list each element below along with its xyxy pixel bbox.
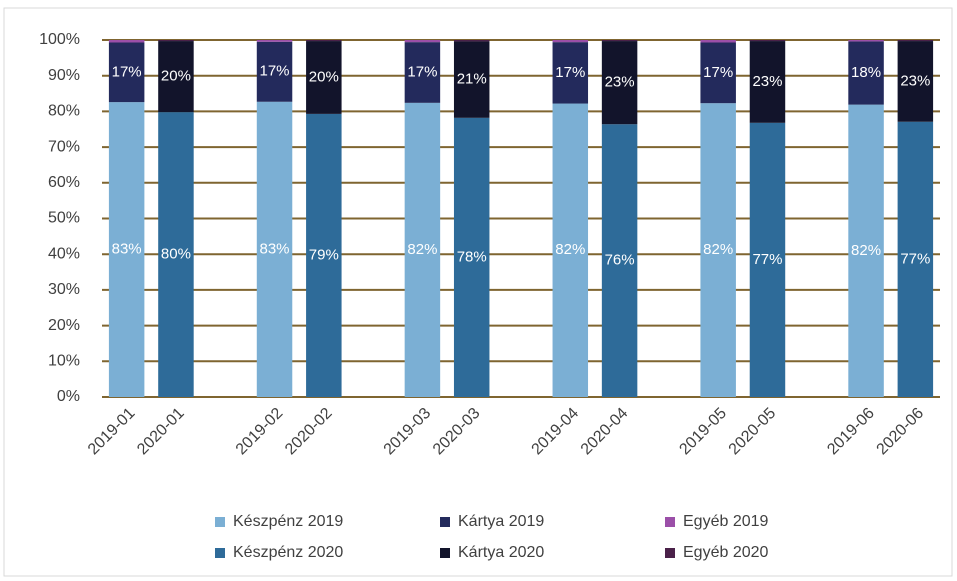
bar-segment: [306, 113, 342, 398]
legend-label: Készpénz 2020: [233, 544, 343, 561]
legend-label: Készpénz 2019: [233, 513, 343, 530]
bar-segment: [700, 40, 736, 43]
legend-label: Kártya 2019: [458, 513, 544, 530]
legend-swatch: [440, 517, 450, 527]
data-label: 79%: [309, 246, 339, 263]
bar-segment: [256, 40, 293, 42]
data-label: 82%: [407, 241, 437, 258]
data-label: 23%: [900, 72, 930, 89]
bar-segment: [256, 101, 293, 398]
bar-segment: [749, 41, 786, 123]
bar-segment: [552, 40, 589, 43]
data-label: 17%: [703, 64, 733, 81]
bar-segment: [749, 122, 786, 397]
bar-segment: [404, 42, 441, 103]
bar-segment: [552, 103, 589, 398]
data-label: 82%: [703, 241, 733, 258]
data-label: 21%: [457, 71, 487, 88]
data-label: 20%: [161, 68, 191, 85]
bar-segment: [848, 40, 884, 42]
bar-segment: [256, 41, 293, 102]
bar-segment: [552, 42, 589, 104]
y-tick-label: 20%: [48, 317, 80, 334]
bar-segment: [897, 40, 934, 42]
y-tick-label: 10%: [48, 353, 80, 370]
bar-segment: [306, 40, 342, 42]
bar-segment: [897, 41, 934, 122]
bar-segment: [158, 112, 194, 397]
legend-swatch: [215, 548, 225, 558]
legend-label: Egyéb 2019: [683, 513, 769, 530]
data-label: 76%: [605, 252, 635, 269]
data-label: 18%: [851, 64, 881, 81]
bar-segment: [306, 41, 342, 114]
data-label: 77%: [900, 250, 930, 267]
legend-swatch: [440, 548, 450, 558]
data-label: 82%: [555, 241, 585, 258]
data-label: 17%: [112, 63, 142, 80]
data-label: 17%: [260, 63, 290, 80]
data-label: 20%: [309, 68, 339, 85]
data-label: 82%: [851, 242, 881, 259]
bar-segment: [404, 102, 441, 397]
legend-swatch: [665, 517, 675, 527]
bar-segment: [749, 40, 786, 42]
data-label: 78%: [457, 248, 487, 265]
bar-segment: [601, 41, 638, 125]
bar-segment: [453, 117, 490, 398]
bar-segment: [158, 40, 194, 42]
bar-segment: [453, 40, 490, 42]
bar-segment: [453, 41, 490, 118]
y-tick-label: 0%: [57, 388, 80, 405]
data-label: 80%: [161, 246, 191, 263]
bar-segment: [601, 40, 638, 42]
legend-label: Kártya 2020: [458, 544, 544, 561]
legend-swatch: [215, 517, 225, 527]
y-tick-label: 90%: [48, 67, 80, 84]
y-tick-label: 40%: [48, 245, 80, 262]
legend-swatch: [665, 548, 675, 558]
data-label: 83%: [112, 241, 142, 258]
bar-segment: [848, 41, 884, 105]
bar-segment: [700, 103, 736, 398]
data-label: 23%: [605, 74, 635, 91]
y-tick-label: 70%: [48, 138, 80, 155]
data-label: 77%: [752, 251, 782, 268]
legend-label: Egyéb 2020: [683, 544, 769, 561]
bar-segment: [848, 104, 884, 397]
y-tick-label: 50%: [48, 210, 80, 227]
bar-segment: [601, 124, 638, 397]
bar-segment: [108, 42, 145, 103]
bar-segment: [404, 40, 441, 43]
bar-segment: [158, 41, 194, 113]
bar-segment: [108, 102, 145, 398]
y-tick-label: 80%: [48, 103, 80, 120]
bar-segment: [897, 121, 934, 398]
bar-segment: [700, 42, 736, 104]
data-label: 23%: [752, 73, 782, 90]
bar-segment: [108, 40, 145, 43]
y-tick-label: 60%: [48, 174, 80, 191]
y-tick-label: 30%: [48, 281, 80, 298]
data-label: 83%: [260, 240, 290, 257]
data-label: 17%: [555, 64, 585, 81]
data-label: 17%: [407, 63, 437, 80]
y-tick-label: 100%: [39, 31, 80, 48]
